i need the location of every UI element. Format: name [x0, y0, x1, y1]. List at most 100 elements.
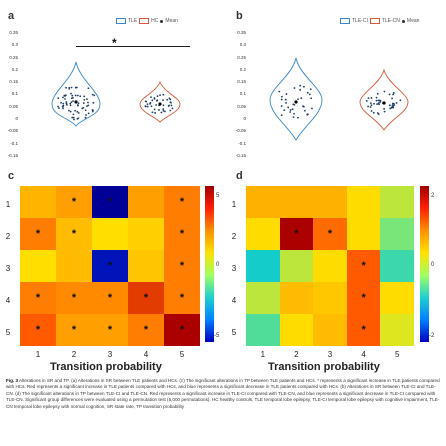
- heatmap-cell: [20, 186, 56, 218]
- heatmap-cell: [279, 186, 314, 218]
- data-point: [291, 108, 294, 111]
- data-point: [306, 91, 309, 94]
- col-label: 3: [107, 350, 113, 359]
- data-point: [287, 106, 290, 109]
- col-label: 4: [361, 350, 366, 359]
- ytick: 0.15: [237, 79, 246, 85]
- heatmap-cell: [128, 218, 164, 250]
- heatmap-cell: *: [346, 282, 381, 314]
- heatmap-cell: [380, 314, 414, 346]
- data-point: [64, 98, 66, 100]
- data-point: [68, 109, 70, 112]
- significance-star: *: [294, 228, 299, 240]
- heatmap-cell: [246, 282, 280, 314]
- data-point: [278, 90, 281, 93]
- ytick: 0: [15, 116, 18, 122]
- heatmap-cell: [380, 282, 414, 314]
- data-point: [70, 101, 73, 104]
- ytick: 0.35: [237, 30, 246, 35]
- xaxis-title-d: Transition probability: [268, 361, 380, 373]
- data-point: [391, 104, 394, 107]
- data-point: [299, 84, 302, 87]
- row-label: 5: [231, 327, 237, 337]
- mean-point: [294, 100, 298, 104]
- rowlabels-c: 1 2 3 4 5: [4, 188, 16, 348]
- data-point: [297, 98, 299, 101]
- row-label: 1: [231, 199, 237, 209]
- data-point: [289, 109, 292, 111]
- data-point: [285, 102, 287, 104]
- significance-star: *: [179, 292, 185, 304]
- ytick: -0.15: [7, 152, 18, 158]
- col-label: 2: [294, 350, 299, 359]
- legend-label-mean: Mean: [165, 18, 178, 24]
- row-label: 3: [231, 263, 237, 273]
- data-point: [289, 111, 292, 113]
- ytick: 0.25: [9, 54, 18, 60]
- data-point: [62, 104, 65, 107]
- data-point: [62, 102, 65, 105]
- heatmap-cell: [346, 186, 381, 218]
- data-point: [375, 96, 378, 99]
- heatmap-cell: *: [20, 282, 56, 314]
- data-point: [302, 105, 305, 108]
- significance-star: *: [71, 196, 77, 208]
- heatmap-cell: [246, 186, 280, 218]
- data-point: [168, 97, 171, 100]
- data-point: [146, 105, 149, 108]
- data-point: [283, 109, 286, 112]
- colorbar-tick: 0: [216, 262, 220, 268]
- data-point: [300, 97, 303, 100]
- legend-a: TLE HC Mean: [116, 18, 178, 24]
- data-point: [83, 98, 86, 101]
- significance-star: *: [143, 324, 149, 336]
- data-point: [390, 106, 393, 109]
- data-point: [376, 112, 379, 114]
- data-point: [144, 105, 147, 107]
- row-label: 1: [5, 199, 11, 209]
- significance-star: *: [35, 228, 41, 240]
- data-point: [76, 104, 79, 106]
- heatmap-cell: [380, 218, 414, 250]
- heatmap-cell: *: [56, 282, 92, 314]
- data-point: [162, 93, 165, 96]
- data-point: [370, 110, 373, 112]
- xaxis-title-c: Transition probability: [50, 361, 162, 373]
- heatmap-cell: *: [279, 218, 314, 250]
- heatmap-cell: *: [56, 218, 92, 250]
- colorbar-tick: 2: [431, 193, 435, 199]
- colorbar-tick: -2: [429, 333, 435, 339]
- colorbar-c: [205, 186, 214, 342]
- significance-star: *: [107, 260, 113, 272]
- data-point: [156, 95, 159, 98]
- data-point: [373, 102, 375, 105]
- data-point: [299, 88, 302, 91]
- heatmap-cell: [92, 218, 128, 250]
- data-point: [292, 103, 295, 106]
- data-point: [146, 103, 149, 106]
- data-point: [91, 110, 94, 113]
- data-point: [159, 94, 161, 97]
- ytick: 0.2: [239, 66, 246, 72]
- data-point: [379, 100, 382, 102]
- significance-star: *: [107, 324, 113, 336]
- data-point: [370, 104, 373, 107]
- data-point: [162, 108, 165, 110]
- rowlabels-d: 1 2 3 4 5: [230, 188, 242, 348]
- figure-caption: Fig. 3 Alterations in SR and TP. (a) Alt…: [6, 378, 440, 410]
- data-point: [395, 102, 398, 104]
- legend-swatch-tle-cn: [369, 18, 380, 24]
- mean-point: [158, 102, 162, 106]
- caption-text: Alterations in SR and TP. (a) Alteration…: [6, 378, 440, 409]
- data-point: [83, 95, 86, 98]
- data-point: [63, 94, 66, 97]
- data-point: [376, 92, 379, 95]
- colorbar-tick: -5: [214, 333, 220, 339]
- heatmap-cell: *: [20, 314, 56, 346]
- row-label: 4: [5, 295, 11, 305]
- heatmap-cell: *: [56, 186, 92, 218]
- data-point: [151, 99, 154, 102]
- data-point: [158, 109, 160, 111]
- heatmap-cell: *: [164, 186, 200, 218]
- data-point: [76, 94, 79, 97]
